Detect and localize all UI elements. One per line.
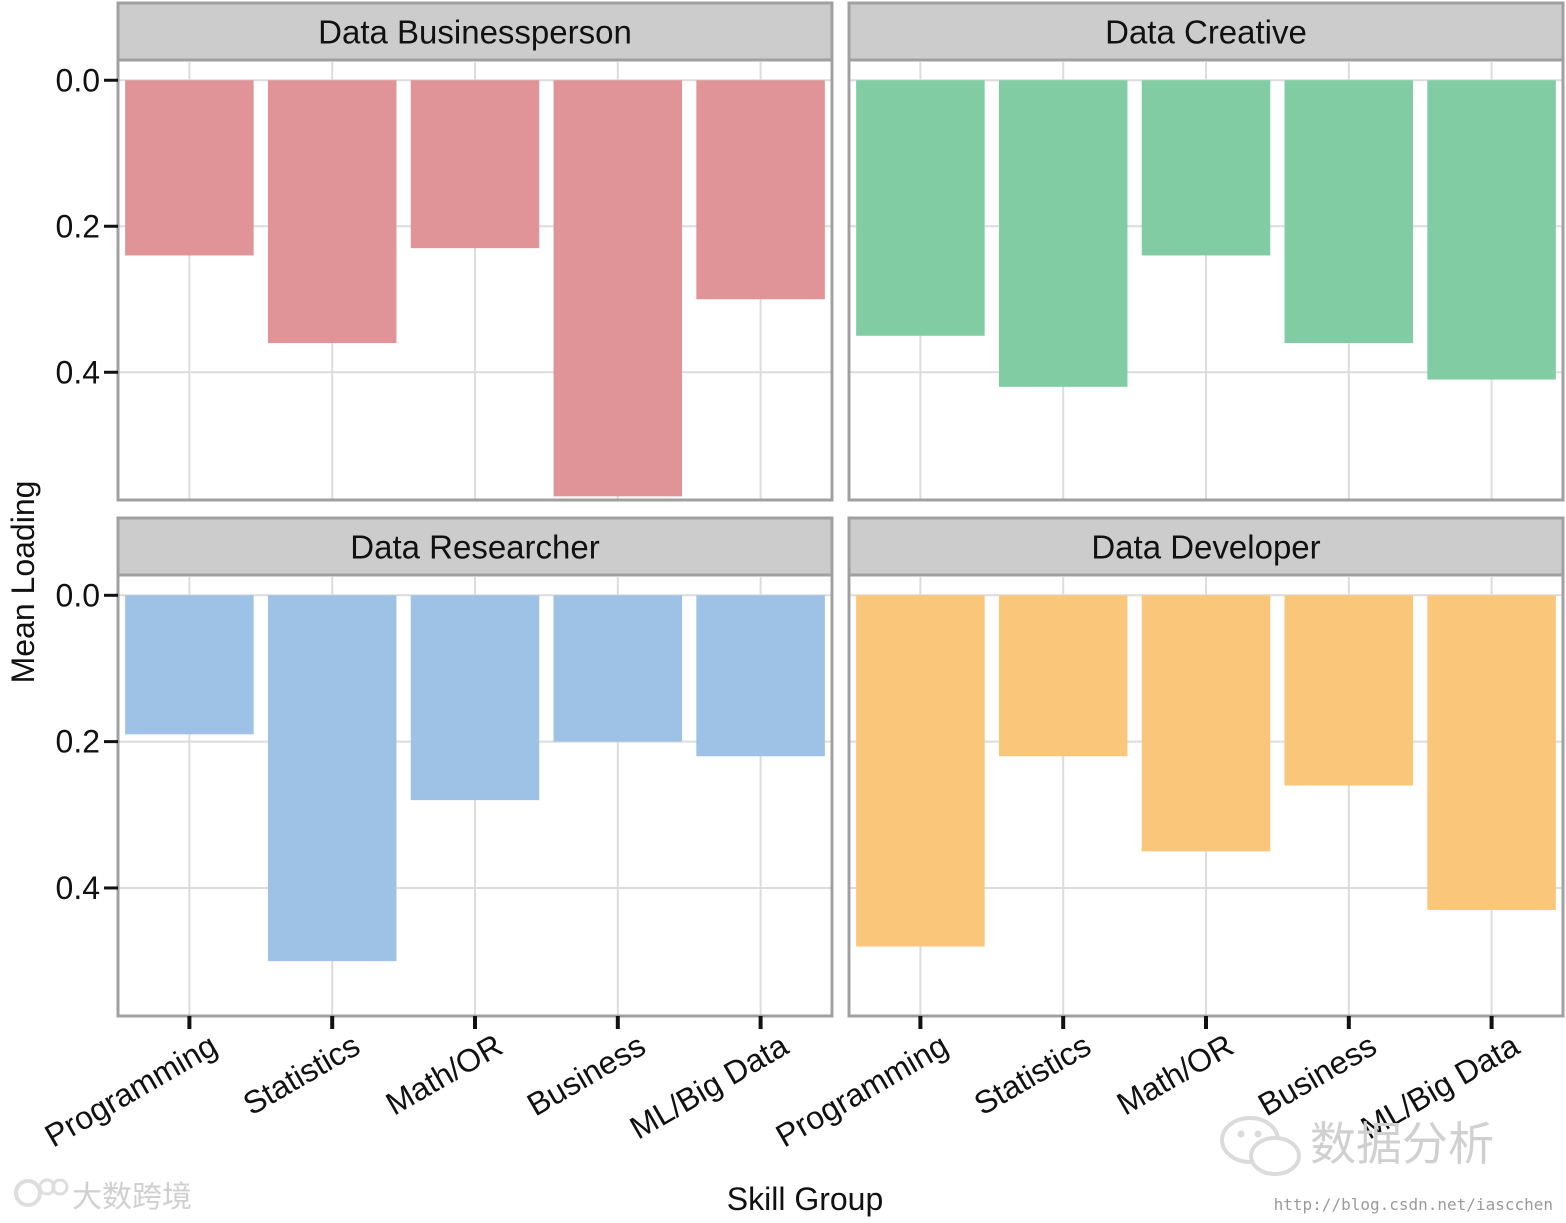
x-tick-label-business: Business xyxy=(521,1027,651,1123)
watermark-top-right-text: 数据分析 xyxy=(1310,1117,1494,1171)
x-tick-label-ml-big-data: ML/Big Data xyxy=(624,1027,795,1146)
y-tick-label-0-0: 0.0 xyxy=(56,62,100,98)
facet-strip-data-creative xyxy=(847,1,1565,62)
facet-strip-data-businessperson xyxy=(116,1,834,62)
panel-data-creative: Data Creative xyxy=(847,1,1565,502)
bar-data-researcher-programming xyxy=(125,595,254,735)
bar-data-developer-ml-big-data xyxy=(1427,595,1556,910)
y-axis-title: Mean Loading xyxy=(5,481,41,684)
watermark-bottom-left-text: 大数跨境 xyxy=(72,1180,192,1215)
bar-data-businessperson-math-or xyxy=(410,80,540,249)
bar-data-researcher-math-or xyxy=(410,595,540,801)
y-tick-label-0-4: 0.4 xyxy=(56,870,100,906)
facet-title-data-creative: Data Creative xyxy=(1105,14,1307,51)
panels-layer: Data Businessperson Data Creative Data Res… xyxy=(116,1,1565,1018)
bar-data-creative-math-or xyxy=(1141,80,1271,256)
y-tick-label-0-4: 0.4 xyxy=(56,354,100,390)
y-tick-label-0-2: 0.2 xyxy=(56,724,100,760)
bar-data-researcher-statistics xyxy=(267,595,397,962)
bar-data-researcher-ml-big-data xyxy=(696,595,825,757)
chat-bubble-icon xyxy=(1220,1116,1301,1176)
facet-strip-data-researcher xyxy=(116,516,834,577)
bar-data-developer-programming xyxy=(856,595,985,947)
facet-title-data-developer: Data Developer xyxy=(1091,529,1320,566)
watermark-url: http://blog.csdn.net/iascchen xyxy=(1274,1195,1553,1214)
y-tick-label-0-0: 0.0 xyxy=(56,577,100,613)
bar-data-businessperson-ml-big-data xyxy=(696,80,825,300)
bar-data-creative-programming xyxy=(856,80,985,336)
bar-data-developer-statistics xyxy=(998,595,1128,757)
facet-strip-data-developer xyxy=(847,516,1565,577)
bar-data-developer-business xyxy=(1284,595,1414,786)
x-tick-label-statistics: Statistics xyxy=(968,1027,1097,1122)
x-tick-label-programming: Programming xyxy=(39,1027,223,1154)
brand-logo-icon xyxy=(14,1178,69,1207)
x-tick-label-math-or: Math/OR xyxy=(1111,1027,1240,1122)
watermark-bottom-left: 大数跨境 xyxy=(14,1178,192,1215)
x-tick-label-programming: Programming xyxy=(770,1027,954,1154)
panel-border xyxy=(116,58,834,502)
x-tick-label-business: Business xyxy=(1252,1027,1382,1123)
x-tick-label-math-or: Math/OR xyxy=(380,1027,509,1122)
y-tick-label-0-2: 0.2 xyxy=(56,208,100,244)
watermark-top-right: 数据分析 xyxy=(1220,1116,1494,1176)
panel-data-developer: Data Developer xyxy=(847,516,1565,1018)
bar-data-creative-ml-big-data xyxy=(1427,80,1556,380)
facet-title-data-businessperson: Data Businessperson xyxy=(318,14,632,51)
bar-data-creative-business xyxy=(1284,80,1414,344)
panel-border xyxy=(847,58,1565,502)
x-axis-title: Skill Group xyxy=(727,1181,884,1217)
bar-data-creative-statistics xyxy=(998,80,1128,387)
x-tick-label-statistics: Statistics xyxy=(237,1027,366,1122)
facet-title-data-researcher: Data Researcher xyxy=(350,529,599,566)
bar-data-developer-math-or xyxy=(1141,595,1271,852)
bar-data-businessperson-statistics xyxy=(267,80,397,344)
panel-data-researcher: Data Researcher xyxy=(116,516,834,1018)
bar-data-businessperson-business xyxy=(553,80,683,497)
panel-data-businessperson: Data Businessperson xyxy=(116,1,834,502)
bar-data-businessperson-programming xyxy=(125,80,254,256)
bar-data-researcher-business xyxy=(553,595,683,742)
